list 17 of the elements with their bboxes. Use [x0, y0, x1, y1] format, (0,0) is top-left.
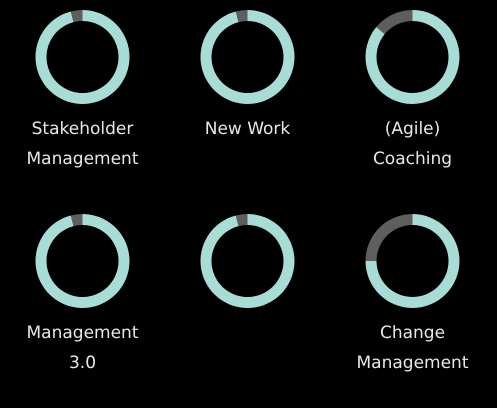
- donut-slice: [36, 10, 130, 104]
- donut-slice: [200, 10, 294, 104]
- text: (Agile) Coaching: [372, 118, 452, 171]
- donut-slice: [236, 10, 248, 22]
- text: Management 3.0: [26, 322, 138, 375]
- text: Stakeholder Management: [26, 118, 138, 171]
- donut-slice: [366, 214, 460, 308]
- donut-slice: [376, 10, 412, 34]
- donut-slice: [236, 214, 248, 226]
- donut-slice: [366, 10, 460, 104]
- donut-slice: [70, 10, 82, 22]
- donut-slice: [70, 214, 82, 226]
- donut-slice: [36, 214, 130, 308]
- donut-slice: [366, 214, 412, 261]
- donut-slice: [200, 214, 294, 308]
- text: New Work: [204, 118, 290, 141]
- text: Change Management: [356, 322, 468, 375]
